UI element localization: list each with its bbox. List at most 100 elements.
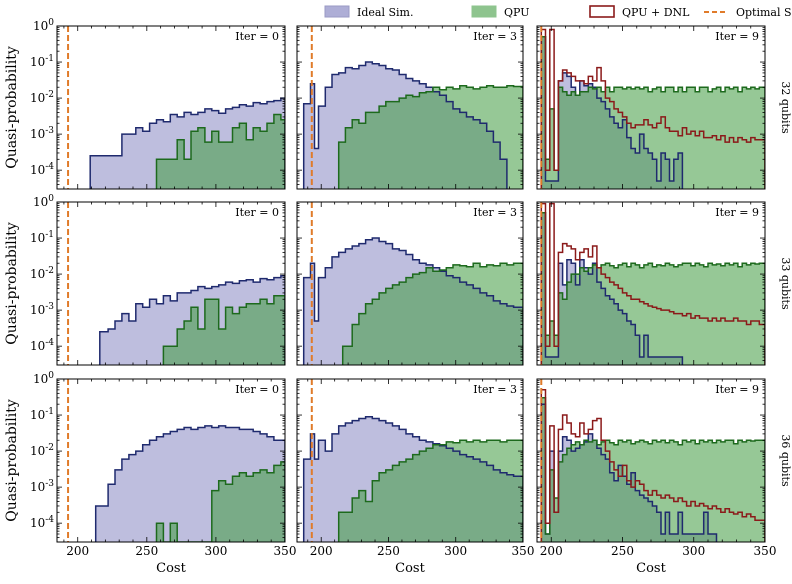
qpu-area xyxy=(338,440,523,542)
qpu-dnl-step xyxy=(540,28,765,189)
iter-label: Iter = 0 xyxy=(235,30,279,43)
panel: Iter = 0 100 10-1 10-2 10-3 10-4 200 250 300 350 C… xyxy=(30,371,297,576)
panel-frame xyxy=(296,201,524,366)
panel-frame xyxy=(56,201,286,366)
iter-label: Iter = 3 xyxy=(473,383,517,396)
panel: Iter = 9 200 250 300 350 Cost xyxy=(536,378,777,576)
qpu-step xyxy=(337,439,523,542)
y-tick-label: 10-2 xyxy=(30,443,54,458)
x-tick-label: 300 xyxy=(204,544,227,558)
qpu-step xyxy=(155,461,285,542)
row-label: 33 qubits xyxy=(779,257,792,310)
qpu-step xyxy=(337,84,523,189)
x-tick-label: 250 xyxy=(377,544,400,558)
x-axis-label: Cost xyxy=(395,561,425,576)
x-tick-label: 250 xyxy=(135,544,158,558)
qpu-area xyxy=(163,295,285,365)
ideal-sim-step xyxy=(540,212,684,365)
x-tick-label: 200 xyxy=(66,544,89,558)
ideal-sim-step xyxy=(94,425,285,542)
y-tick-label: 10-4 xyxy=(30,515,54,530)
panel-frame xyxy=(296,378,524,543)
ideal-sim-step xyxy=(302,415,523,542)
x-axis-label: Cost xyxy=(636,561,666,576)
legend-label: Ideal Sim. xyxy=(357,6,413,19)
x-tick-label: 200 xyxy=(540,544,563,558)
legend-item: QPU + DNL xyxy=(589,5,690,19)
qpu-area xyxy=(156,461,285,542)
iter-label: Iter = 9 xyxy=(715,383,759,396)
y-tick-label: 10-1 xyxy=(30,407,54,422)
iter-label: Iter = 9 xyxy=(715,30,759,43)
qpu-step xyxy=(155,113,285,189)
panel: Iter = 0 100 10-1 10-2 10-3 10-4 xyxy=(30,194,286,366)
panel: Iter = 9 xyxy=(536,25,766,190)
ideal-sim-step xyxy=(89,97,285,189)
ideal-sim-step xyxy=(302,61,508,189)
x-tick-label: 200 xyxy=(310,544,333,558)
panel-frame xyxy=(56,378,286,543)
panel: Iter = 3 200 250 300 350 Cost xyxy=(296,378,535,576)
iter-label: Iter = 0 xyxy=(235,206,279,219)
y-tick-label: 10-4 xyxy=(30,338,54,353)
panel-frame xyxy=(296,25,524,190)
legend: Ideal Sim. QPU QPU + DNL Optimal Sol. xyxy=(324,5,792,19)
qpu-step xyxy=(162,295,285,365)
panel-grid: Quasi-probability 32 qubits Iter = 0 100 10-… xyxy=(4,18,792,576)
x-tick-label: 250 xyxy=(611,544,634,558)
legend-item: Optimal Sol. xyxy=(704,6,792,19)
iter-label: Iter = 0 xyxy=(235,383,279,396)
ideal-sim-step xyxy=(99,274,285,365)
y-tick-label: 100 xyxy=(33,18,54,33)
ideal-sim-step xyxy=(540,36,684,189)
x-tick-label: 350 xyxy=(512,544,535,558)
x-tick-label: 300 xyxy=(444,544,467,558)
y-axis-label: Quasi-probability xyxy=(4,222,20,345)
panel-frame xyxy=(56,25,286,190)
panel: Iter = 0 100 10-1 10-2 10-3 10-4 xyxy=(30,18,286,190)
y-tick-label: 10-4 xyxy=(30,162,54,177)
y-tick-label: 10-3 xyxy=(30,302,54,317)
y-tick-label: 10-3 xyxy=(30,126,54,141)
qpu-dnl-step xyxy=(540,202,765,365)
y-tick-label: 10-2 xyxy=(30,266,54,281)
qpu-step xyxy=(341,262,523,365)
y-tick-label: 10-2 xyxy=(30,90,54,105)
y-axis-label: Quasi-probability xyxy=(4,399,20,522)
qpu-step xyxy=(540,212,765,365)
qpu-area xyxy=(156,114,285,189)
x-tick-label: 350 xyxy=(274,544,297,558)
legend-item: Ideal Sim. xyxy=(324,5,413,19)
iter-label: Iter = 9 xyxy=(715,206,759,219)
row-label: 36 qubits xyxy=(779,434,792,487)
qpu-area xyxy=(541,212,765,365)
qpu-area xyxy=(338,85,523,189)
legend-label: Optimal Sol. xyxy=(736,6,792,19)
y-tick-label: 10-3 xyxy=(30,479,54,494)
panel: Iter = 9 xyxy=(536,201,766,366)
y-axis-label: Quasi-probability xyxy=(4,46,20,169)
iter-label: Iter = 3 xyxy=(473,206,517,219)
qpu-area xyxy=(541,397,765,542)
legend-swatch xyxy=(471,5,497,18)
qpu-step xyxy=(540,36,765,189)
ideal-sim-step xyxy=(302,237,523,365)
iter-label: Iter = 3 xyxy=(473,30,517,43)
x-tick-label: 300 xyxy=(682,544,705,558)
legend-label: QPU + DNL xyxy=(622,6,690,19)
row-label: 32 qubits xyxy=(779,81,792,134)
qpu-dnl-step xyxy=(540,389,765,542)
x-tick-label: 350 xyxy=(754,544,777,558)
qpu-step xyxy=(540,397,765,542)
x-axis-label: Cost xyxy=(156,561,186,576)
y-tick-label: 100 xyxy=(33,194,54,209)
panel: Iter = 3 xyxy=(296,25,524,190)
legend-label: QPU xyxy=(504,6,530,19)
legend-item: QPU xyxy=(471,5,530,19)
legend-swatch xyxy=(324,5,350,18)
panel: Iter = 3 xyxy=(296,201,524,366)
y-tick-label: 100 xyxy=(33,371,54,386)
qpu-area xyxy=(541,36,765,189)
legend-swatch xyxy=(589,5,615,18)
